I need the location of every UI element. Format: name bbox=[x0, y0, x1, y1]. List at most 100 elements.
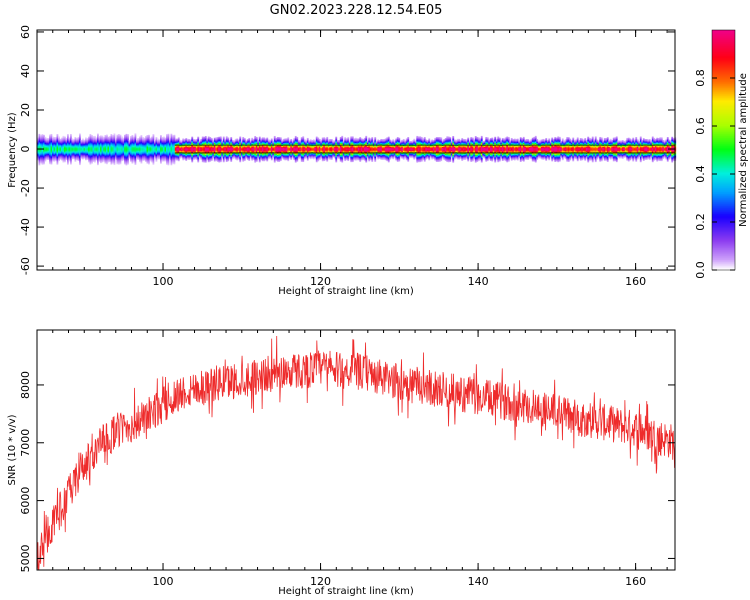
spectrogram-cell bbox=[206, 145, 209, 147]
spectrogram-cell bbox=[148, 161, 150, 163]
spectrogram-cell bbox=[272, 152, 275, 155]
spectrogram-cell bbox=[344, 156, 347, 159]
spectrogram-cell bbox=[323, 143, 326, 145]
spectrogram-cell bbox=[154, 154, 156, 156]
spectrogram-cell bbox=[41, 151, 44, 154]
spectrogram-cell bbox=[127, 161, 129, 163]
spectrogram-cell bbox=[309, 143, 312, 145]
spectrogram-cell bbox=[100, 161, 102, 164]
spectrogram-cell bbox=[264, 155, 267, 157]
spectrogram-cell bbox=[215, 139, 218, 141]
spectrogram-cell bbox=[329, 158, 332, 160]
spectrogram-cell bbox=[43, 145, 45, 147]
spectrogram-cell bbox=[131, 146, 134, 148]
spectrogram-cell bbox=[82, 143, 84, 145]
spectrogram-cell bbox=[97, 152, 99, 154]
spectrogram-cell bbox=[52, 153, 54, 155]
spectrogram-cell bbox=[290, 150, 293, 153]
spectrogram-cell bbox=[206, 143, 209, 145]
spectrogram-cell bbox=[227, 141, 230, 143]
spectrogram-cell bbox=[124, 142, 126, 144]
spectrogram-cell bbox=[198, 140, 201, 142]
spectrogram-cell bbox=[79, 161, 81, 164]
spectrogram-cell bbox=[143, 148, 146, 150]
spectrogram-cell bbox=[155, 150, 158, 153]
spectrogram-cell bbox=[191, 141, 194, 143]
spectrogram-cell bbox=[145, 147, 147, 150]
spectrogram-cell bbox=[212, 143, 215, 145]
spectrogram-cell bbox=[174, 146, 177, 148]
spectrogram-cell bbox=[267, 150, 270, 152]
spectrogram-cell bbox=[134, 152, 137, 155]
spectrogram-cell bbox=[312, 141, 315, 143]
spectrogram-cell bbox=[149, 152, 152, 154]
spectrogram-cell bbox=[110, 137, 113, 140]
spectrogram-cell bbox=[233, 147, 236, 149]
spectrogram-cell bbox=[107, 161, 110, 163]
spectrogram-cell bbox=[225, 145, 228, 147]
spectrogram-cell bbox=[216, 143, 219, 145]
spectrogram-cell bbox=[264, 159, 267, 161]
spectrogram-cell bbox=[275, 147, 278, 150]
spectrogram-cell bbox=[281, 143, 284, 145]
spectrogram-cell bbox=[285, 138, 288, 140]
spectrogram-cell bbox=[77, 158, 80, 160]
spectrogram-cell bbox=[55, 159, 57, 161]
spectrogram-cell bbox=[201, 136, 204, 138]
spectrogram-cell bbox=[119, 155, 122, 157]
spectrogram-cell bbox=[154, 157, 156, 159]
spectrogram-cell bbox=[237, 154, 240, 156]
spectrogram-cell bbox=[79, 157, 81, 160]
spectrogram-cell bbox=[173, 148, 176, 150]
spectrogram-cell bbox=[149, 156, 152, 158]
spectrogram-cell bbox=[278, 154, 281, 157]
spectrogram-cell bbox=[170, 151, 173, 153]
spectrogram-cell bbox=[345, 145, 348, 147]
spectrogram-cell bbox=[44, 157, 47, 159]
spectrogram-cell bbox=[284, 143, 287, 145]
spectrogram-cell bbox=[107, 158, 110, 160]
spectrogram-cell bbox=[56, 138, 59, 141]
spectrogram-cell bbox=[245, 149, 248, 151]
spectrogram-cell bbox=[140, 162, 143, 164]
spectrogram-cell bbox=[248, 150, 251, 153]
spectrogram-cell bbox=[161, 155, 164, 157]
spectrogram-cell bbox=[218, 160, 221, 162]
spectrogram-cell bbox=[142, 140, 144, 142]
spectrogram-cell bbox=[83, 157, 86, 159]
spectrogram-cell bbox=[185, 140, 188, 142]
spectrogram-cell bbox=[89, 153, 92, 155]
spectrogram-cell bbox=[299, 150, 302, 152]
spectrogram-cell bbox=[124, 147, 126, 149]
spectrogram-cell bbox=[94, 158, 96, 160]
spectrogram-cell bbox=[285, 148, 288, 150]
spectrogram-cell bbox=[321, 138, 324, 140]
spectrogram-cell bbox=[65, 144, 68, 146]
spectrogram-cell bbox=[204, 148, 207, 150]
spectrogram-cell bbox=[182, 159, 185, 161]
spectrogram-cell bbox=[180, 147, 183, 149]
spectrogram-cell bbox=[151, 137, 153, 139]
spectrogram-cell bbox=[61, 158, 63, 160]
spectrogram-cell bbox=[323, 154, 326, 157]
spectrogram-cell bbox=[318, 143, 321, 145]
spectrogram-cell bbox=[275, 138, 278, 140]
spectrogram-cell bbox=[46, 143, 48, 146]
spectrogram-cell bbox=[246, 157, 249, 160]
spectrogram-cell bbox=[204, 141, 207, 144]
spectrogram-cell bbox=[344, 137, 347, 139]
spectrogram-cell bbox=[189, 154, 192, 156]
spectrogram-cell bbox=[279, 156, 282, 159]
spectrogram-cell bbox=[189, 142, 192, 144]
spectrogram-cell bbox=[169, 142, 171, 144]
spectrogram-cell bbox=[218, 155, 221, 157]
spectrogram-cell bbox=[52, 137, 54, 139]
spectrogram-cell bbox=[131, 154, 134, 156]
spectrogram-cell bbox=[236, 146, 239, 148]
spectrogram-cell bbox=[219, 160, 222, 163]
spectrogram-cell bbox=[104, 149, 107, 151]
spectrogram-cell bbox=[294, 156, 297, 158]
spectrogram-cell bbox=[166, 159, 168, 161]
spectrogram-cell bbox=[207, 147, 210, 149]
spectrogram-cell bbox=[41, 154, 44, 156]
